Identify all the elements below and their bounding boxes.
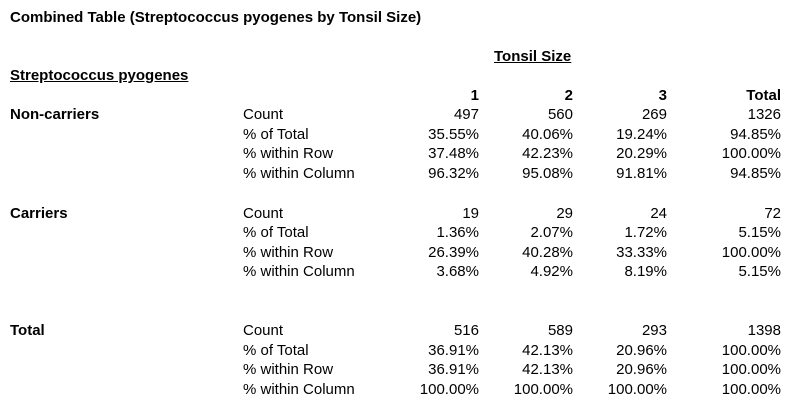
table-cell: 5.15%: [738, 224, 781, 242]
table-cell: 100.00%: [721, 243, 781, 261]
table-cell: 4.92%: [530, 263, 573, 281]
table-cell: 1.72%: [624, 224, 667, 242]
statistic-label: Count: [243, 106, 284, 123]
table-cell: 293: [641, 322, 667, 339]
row-group-label: Streptococcus pyogenes: [10, 67, 189, 84]
table-title: Combined Table (Streptococcus pyogenes b…: [10, 9, 422, 26]
table-cell: 516: [453, 322, 479, 339]
table-cell: 100.00%: [419, 380, 479, 398]
table-cell: 1398: [747, 322, 781, 339]
table-cell: 29: [556, 204, 573, 222]
column-header: 2: [564, 87, 573, 104]
table-cell: 560: [547, 106, 573, 123]
table-cell: 91.81%: [616, 164, 667, 182]
table-cell: 100.00%: [607, 380, 667, 398]
statistic-label: Count: [243, 204, 284, 222]
table-cell: 96.32%: [428, 164, 479, 182]
table-cell: 36.91%: [428, 361, 479, 379]
column-group-label: Tonsil Size: [494, 48, 572, 65]
table-cell: 100.00%: [721, 145, 781, 163]
table-cell: 42.13%: [522, 361, 573, 379]
statistic-label: % within Row: [243, 243, 334, 261]
table-cell: 1.36%: [436, 224, 479, 242]
column-header: Total: [746, 87, 781, 104]
table-cell: 3.68%: [436, 263, 479, 281]
statistic-label: % within Column: [243, 164, 355, 182]
table-cell: 269: [641, 106, 667, 123]
table-cell: 589: [547, 322, 573, 339]
column-header: 3: [658, 87, 667, 104]
table-cell: 42.23%: [522, 145, 573, 163]
table-cell: 1326: [747, 106, 781, 123]
statistic-label: % within Row: [243, 361, 334, 379]
statistic-label: Count: [243, 322, 284, 339]
statistic-label: % within Column: [243, 380, 355, 398]
statistic-label: % of Total: [243, 341, 309, 359]
table-cell: 37.48%: [428, 145, 479, 163]
row-group-label: Non-carriers: [10, 106, 100, 123]
row-group-label: Total: [10, 322, 45, 339]
table-cell: 20.96%: [616, 341, 667, 359]
table-cell: 36.91%: [428, 341, 479, 359]
table-cell: 72: [764, 204, 781, 222]
table-cell: 94.85%: [730, 125, 781, 143]
row-group-label: Carriers: [10, 204, 68, 222]
table-cell: 94.85%: [730, 164, 781, 182]
table-cell: 497: [453, 106, 479, 123]
table-cell: 95.08%: [522, 164, 573, 182]
table-cell: 100.00%: [721, 341, 781, 359]
table-cell: 100.00%: [513, 380, 573, 398]
table-cell: 19.24%: [616, 125, 667, 143]
table-cell: 20.29%: [616, 145, 667, 163]
column-header: 1: [470, 87, 479, 104]
table-cell: 19: [462, 204, 479, 222]
table-cell: 33.33%: [616, 243, 667, 261]
table-cell: 35.55%: [428, 125, 479, 143]
statistic-label: % of Total: [243, 224, 309, 242]
statistic-label: % of Total: [243, 125, 309, 143]
table-cell: 42.13%: [522, 341, 573, 359]
statistic-label: % within Row: [243, 145, 334, 163]
statistic-label: % within Column: [243, 263, 355, 281]
table-cell: 40.06%: [522, 125, 573, 143]
table-cell: 2.07%: [530, 224, 573, 242]
table-cell: 5.15%: [738, 263, 781, 281]
table-cell: 20.96%: [616, 361, 667, 379]
table-cell: 100.00%: [721, 361, 781, 379]
table-cell: 24: [650, 204, 667, 222]
table-cell: 100.00%: [721, 380, 781, 398]
table-cell: 40.28%: [522, 243, 573, 261]
table-cell: 26.39%: [428, 243, 479, 261]
table-cell: 8.19%: [624, 263, 667, 281]
